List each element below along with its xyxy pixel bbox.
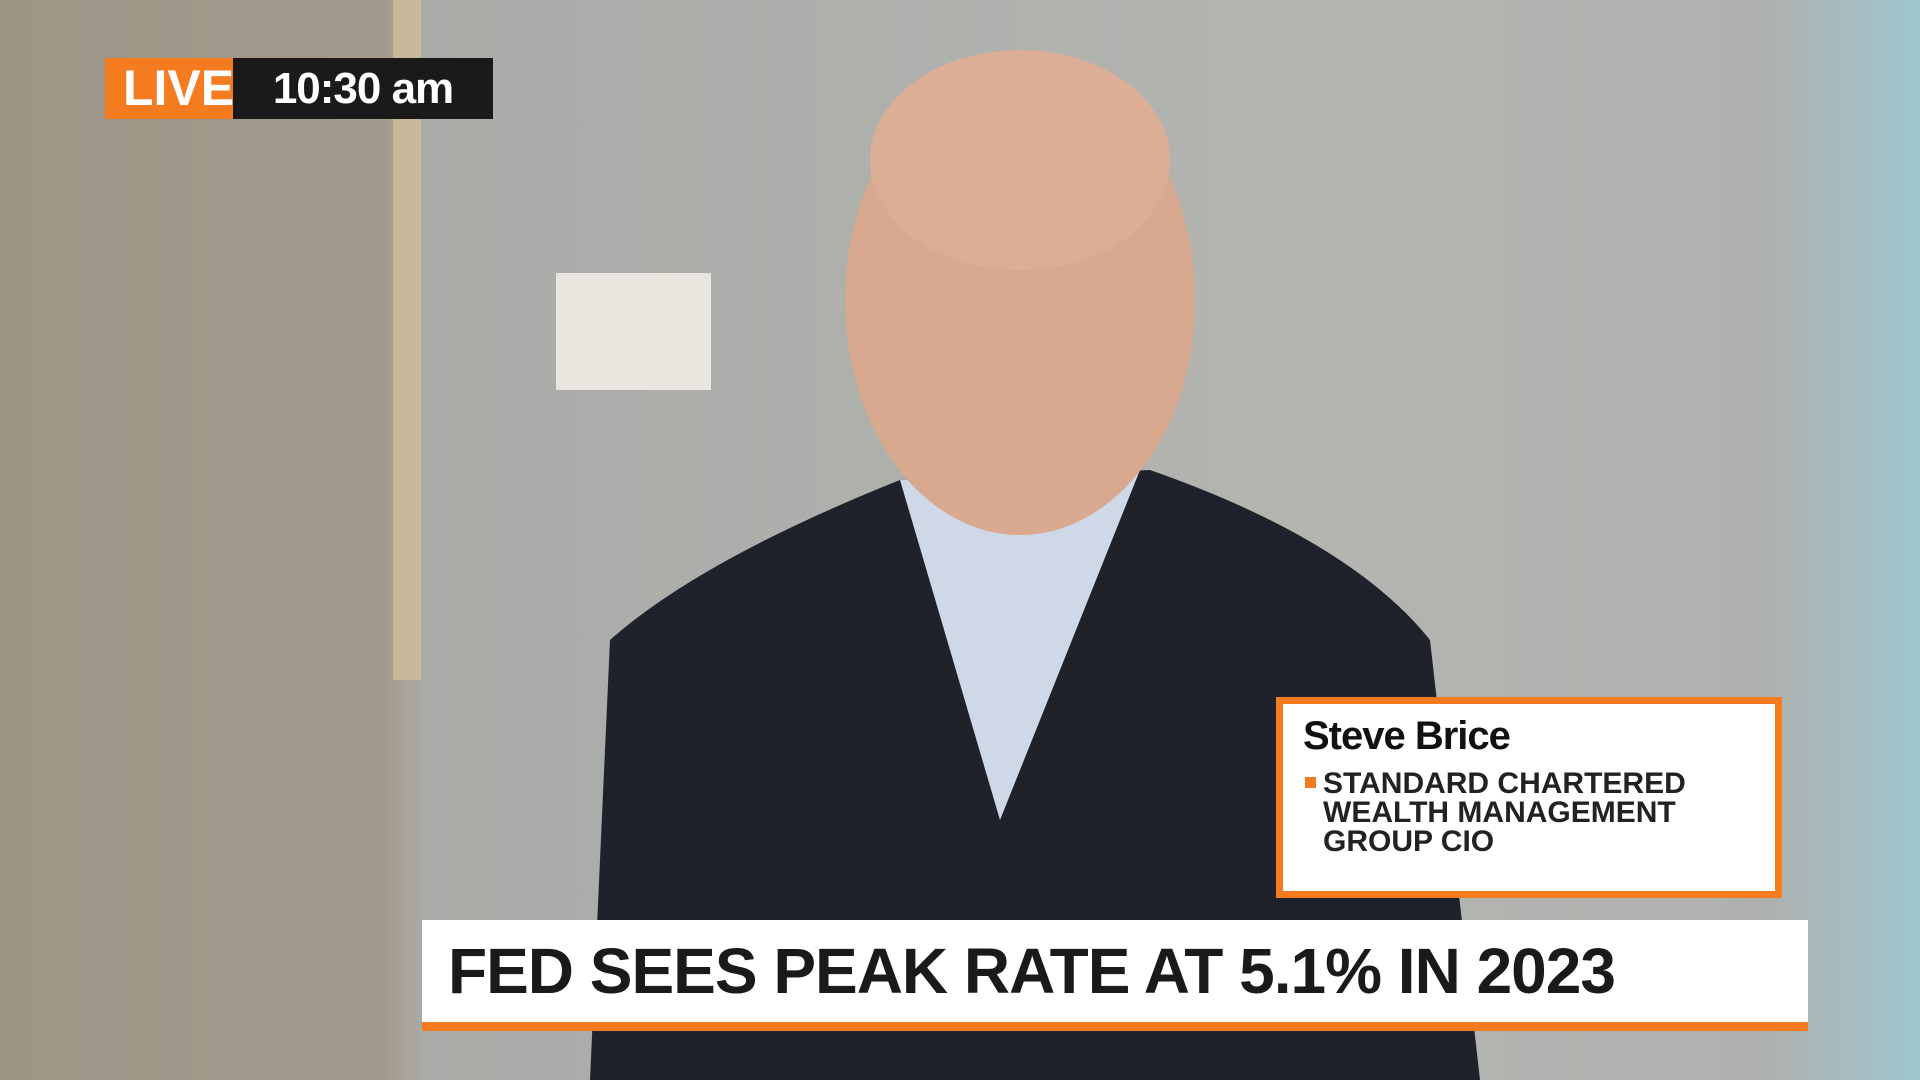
guest-lower-third: Steve Brice STANDARD CHARTERED WEALTH MA… [1276, 697, 1782, 898]
headline-bar: FED SEES PEAK RATE AT 5.1% IN 2023 [422, 920, 1808, 1031]
guest-title: STANDARD CHARTERED WEALTH MANAGEMENT GRO… [1303, 767, 1755, 858]
live-badge: LIVE 10:30 am [105, 58, 493, 119]
guest-title-line: STANDARD CHARTERED [1323, 767, 1686, 800]
guest-name: Steve Brice [1303, 714, 1511, 758]
live-time: 10:30 am [233, 58, 493, 119]
live-label: LIVE [105, 58, 234, 119]
guest-title-line: WEALTH MANAGEMENT [1323, 796, 1676, 829]
guest-title-line: GROUP CIO [1323, 825, 1495, 858]
